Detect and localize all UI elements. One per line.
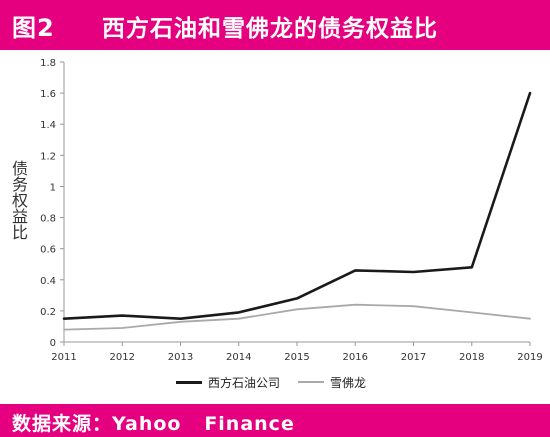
legend-label-series-2: 雪佛龙 — [330, 375, 367, 390]
x-tick-label: 2016 — [343, 352, 368, 363]
line-chart: 0 0.2 0.4 0.6 0.8 1 1.2 1.4 1.6 1.8 2011 2012 2013 20… — [40, 58, 543, 363]
y-axis-label: 债务权益比 — [9, 160, 28, 240]
legend-label-series-1: 西方石油公司 — [208, 375, 281, 390]
x-tick-label: 2014 — [226, 352, 251, 363]
legend-item-series-2: 雪佛龙 — [298, 374, 366, 391]
x-tick-label: 2018 — [459, 352, 484, 363]
y-tick-label: 1.2 — [40, 151, 56, 162]
y-tick-label: 1.8 — [40, 58, 56, 69]
y-tick-label: 0 — [50, 338, 56, 349]
y-tick-label: 0.4 — [40, 276, 56, 287]
legend-swatch-series-1 — [176, 380, 202, 384]
x-tick-label: 2017 — [401, 352, 426, 363]
figure-label: 图2 — [12, 14, 55, 42]
x-tick-label: 2015 — [284, 352, 309, 363]
y-tick-label: 1.6 — [40, 89, 56, 100]
legend-swatch-series-2 — [298, 381, 325, 383]
legend-item-series-1: 西方石油公司 — [176, 374, 280, 391]
x-tick-label: 2019 — [517, 352, 542, 363]
y-tick-label: 1.4 — [40, 120, 56, 131]
y-tick-label: 0.2 — [40, 307, 56, 318]
x-tick-label: 2013 — [168, 352, 193, 363]
y-tick-label: 0.6 — [40, 245, 56, 256]
source-banner: 数据来源：Yahoo Finance — [0, 404, 550, 437]
x-tick-label: 2011 — [51, 352, 76, 363]
series-line-1 — [62, 91, 532, 321]
chart-title: 西方石油和雪佛龙的债务权益比 — [102, 16, 438, 42]
x-tick-label: 2012 — [110, 352, 135, 363]
y-tick-label: 0.8 — [40, 214, 56, 225]
title-banner: 图2 西方石油和雪佛龙的债务权益比 — [0, 0, 550, 50]
chart-legend: 西方石油公司 雪佛龙 — [176, 373, 384, 391]
data-source: 数据来源：Yahoo Finance — [12, 413, 295, 435]
y-tick-label: 1 — [50, 182, 56, 193]
